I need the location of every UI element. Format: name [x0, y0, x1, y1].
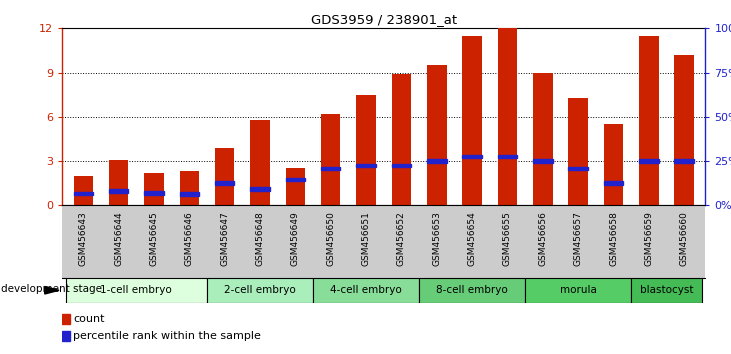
Bar [419, 278, 525, 303]
Bar [498, 155, 518, 159]
Text: 8-cell embryo: 8-cell embryo [436, 285, 508, 295]
Bar [74, 176, 93, 205]
Bar [286, 169, 305, 205]
Bar [675, 55, 694, 205]
Bar [357, 164, 376, 167]
Text: GSM456657: GSM456657 [574, 211, 583, 266]
Bar [569, 167, 588, 170]
Bar [144, 173, 164, 205]
Bar [74, 192, 93, 195]
Text: GSM456649: GSM456649 [291, 211, 300, 266]
Bar [250, 187, 270, 191]
Bar [109, 160, 129, 205]
Bar [604, 124, 624, 205]
Text: 2-cell embryo: 2-cell embryo [224, 285, 296, 295]
Bar [144, 191, 164, 195]
Text: blastocyst: blastocyst [640, 285, 693, 295]
Text: GSM456659: GSM456659 [644, 211, 654, 266]
Bar [286, 178, 305, 181]
Text: GSM456647: GSM456647 [220, 211, 230, 266]
Bar [180, 171, 199, 205]
Bar [533, 159, 553, 163]
Text: GSM456644: GSM456644 [114, 211, 124, 266]
Bar [427, 159, 447, 163]
Bar [427, 65, 447, 205]
Text: 1-cell embryo: 1-cell embryo [100, 285, 173, 295]
Text: development stage: development stage [1, 284, 102, 293]
Bar [569, 98, 588, 205]
Text: GSM456643: GSM456643 [79, 211, 88, 266]
Bar [463, 36, 482, 205]
Title: GDS3959 / 238901_at: GDS3959 / 238901_at [311, 13, 457, 26]
Text: 4-cell embryo: 4-cell embryo [330, 285, 402, 295]
Bar [207, 278, 313, 303]
Text: GSM456651: GSM456651 [362, 211, 371, 266]
Text: GSM456652: GSM456652 [397, 211, 406, 266]
Text: GSM456646: GSM456646 [185, 211, 194, 266]
Text: GSM456654: GSM456654 [468, 211, 477, 266]
Text: percentile rank within the sample: percentile rank within the sample [73, 331, 261, 341]
Bar [62, 331, 70, 341]
Bar [463, 155, 482, 159]
Bar [604, 181, 624, 185]
Text: GSM456660: GSM456660 [680, 211, 689, 266]
Bar [250, 120, 270, 205]
Bar [321, 114, 341, 205]
Bar [357, 95, 376, 205]
Bar [180, 193, 199, 196]
Bar [321, 167, 341, 170]
Bar [215, 148, 235, 205]
Bar [62, 314, 70, 324]
Text: GSM456653: GSM456653 [432, 211, 442, 266]
Bar [498, 28, 518, 205]
Text: GSM456655: GSM456655 [503, 211, 512, 266]
Text: count: count [73, 314, 105, 324]
Bar [109, 189, 129, 193]
Text: GSM456645: GSM456645 [150, 211, 159, 266]
Bar [631, 278, 702, 303]
Bar [392, 164, 411, 167]
Bar [639, 36, 659, 205]
Polygon shape [45, 287, 59, 294]
Bar [313, 278, 419, 303]
Bar [66, 278, 207, 303]
Text: GSM456658: GSM456658 [609, 211, 618, 266]
Bar [392, 74, 411, 205]
Text: GSM456656: GSM456656 [538, 211, 548, 266]
Bar [675, 159, 694, 163]
Text: GSM456648: GSM456648 [256, 211, 265, 266]
Bar [533, 73, 553, 205]
Bar [525, 278, 631, 303]
Bar [215, 181, 235, 185]
Bar [639, 159, 659, 163]
Text: morula: morula [560, 285, 596, 295]
Text: GSM456650: GSM456650 [326, 211, 336, 266]
